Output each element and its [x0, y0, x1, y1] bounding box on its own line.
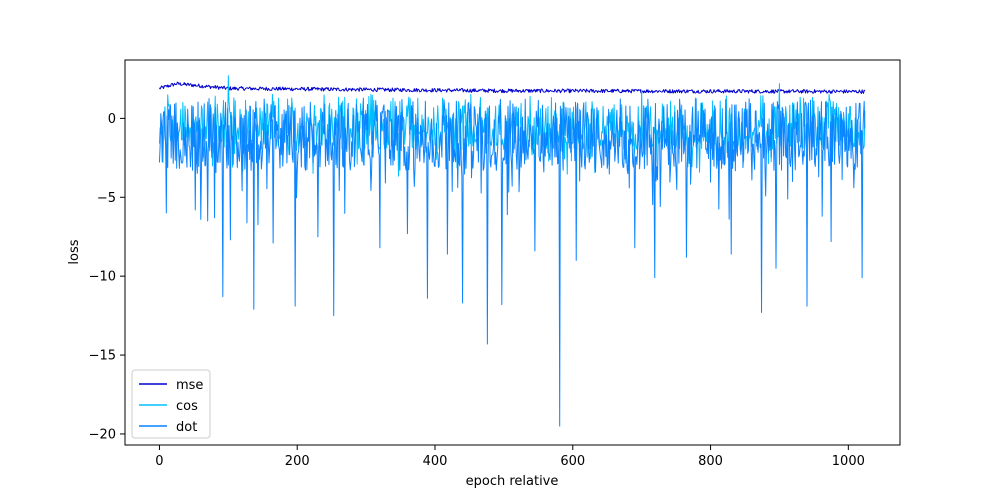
x-tick-label: 400: [423, 454, 448, 469]
x-tick-label: 600: [560, 454, 585, 469]
legend: mse cos dot: [131, 369, 211, 439]
legend-label-dot: dot: [176, 420, 197, 435]
y-axis-label: loss: [67, 239, 82, 264]
ticks-layer: 0 200 400 600 800 1000 0 −5 −10 −15 −20: [89, 112, 865, 469]
y-tick-label: −20: [89, 427, 116, 442]
series-line-dot: [158, 97, 866, 427]
x-axis-label: epoch relative: [466, 474, 559, 489]
y-tick-label: −10: [89, 270, 116, 285]
legend-label-cos: cos: [176, 399, 198, 414]
x-tick-label: 1000: [832, 454, 865, 469]
y-tick-label: −15: [89, 349, 116, 364]
series-line-mse: [159, 81, 866, 94]
x-tick-label: 0: [155, 454, 163, 469]
x-tick-label: 200: [285, 454, 310, 469]
series-layer: [158, 75, 866, 427]
y-tick-label: 0: [108, 112, 116, 127]
y-tick-label: −5: [97, 191, 116, 206]
plot-frame: [124, 59, 901, 446]
legend-box: [131, 369, 211, 439]
x-tick-label: 800: [698, 454, 723, 469]
legend-label-mse: mse: [176, 378, 203, 393]
